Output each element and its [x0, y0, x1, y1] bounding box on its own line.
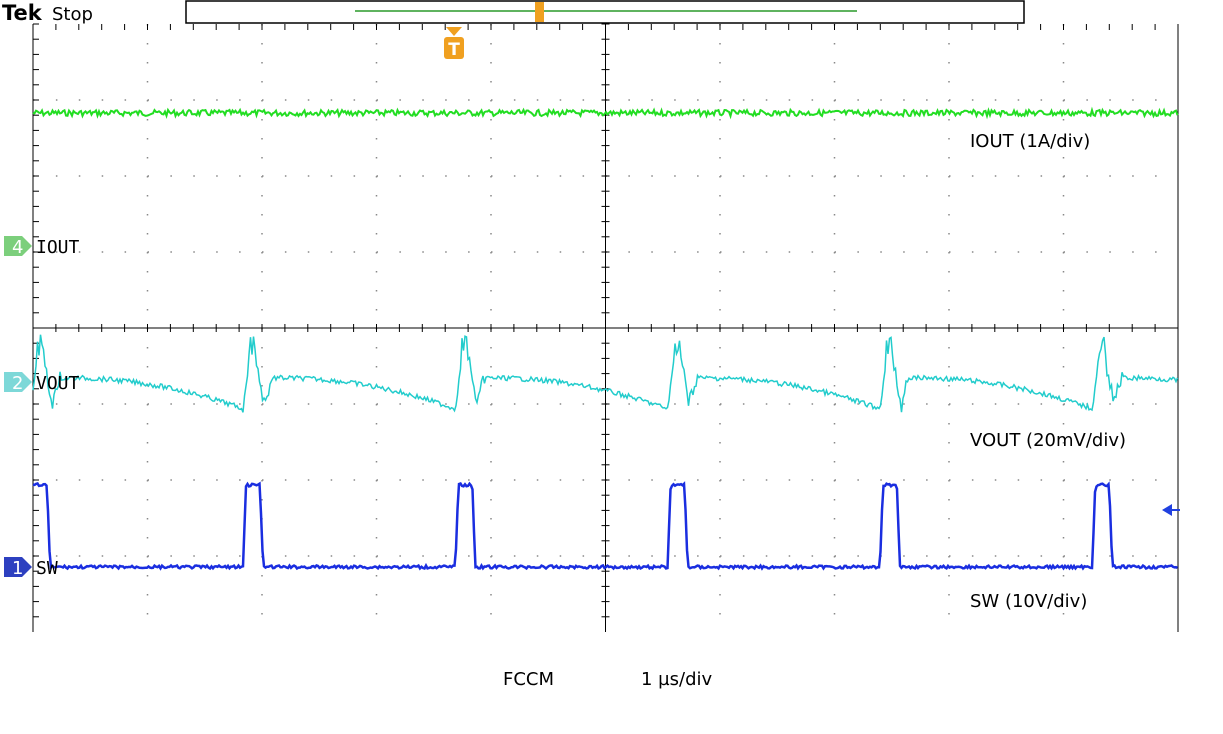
ch2-marker [4, 372, 32, 392]
iout-trace [32, 106, 1179, 120]
sw-trace [32, 481, 1179, 571]
trigger-label: T [448, 40, 460, 60]
vout-trace [32, 334, 1179, 413]
ch1-scale: SW (10V/div) [970, 591, 1087, 612]
trigger-level [1162, 504, 1172, 516]
ch2-number: 2 [12, 373, 23, 394]
status: Stop [52, 4, 93, 25]
ch2-scale: VOUT (20mV/div) [970, 430, 1126, 451]
trigger-badge [444, 37, 464, 59]
record-trigger [535, 2, 544, 22]
ch4-name: IOUT [36, 237, 80, 258]
ch4-number: 4 [12, 237, 23, 258]
ch4-marker [4, 236, 32, 256]
traces [32, 106, 1179, 571]
mode: FCCM [503, 669, 554, 690]
timebase: 1 µs/div [641, 669, 712, 690]
ch4-scale: IOUT (1A/div) [970, 131, 1090, 152]
graticule [32, 23, 1179, 632]
brand: Tek [2, 1, 43, 25]
trigger-arrow [446, 27, 462, 36]
ch1-name: SW [36, 558, 58, 579]
record-bar [185, 0, 1025, 24]
ch1-marker [4, 557, 32, 577]
ch1-number: 1 [12, 558, 23, 579]
ch2-name: VOUT [36, 373, 80, 394]
